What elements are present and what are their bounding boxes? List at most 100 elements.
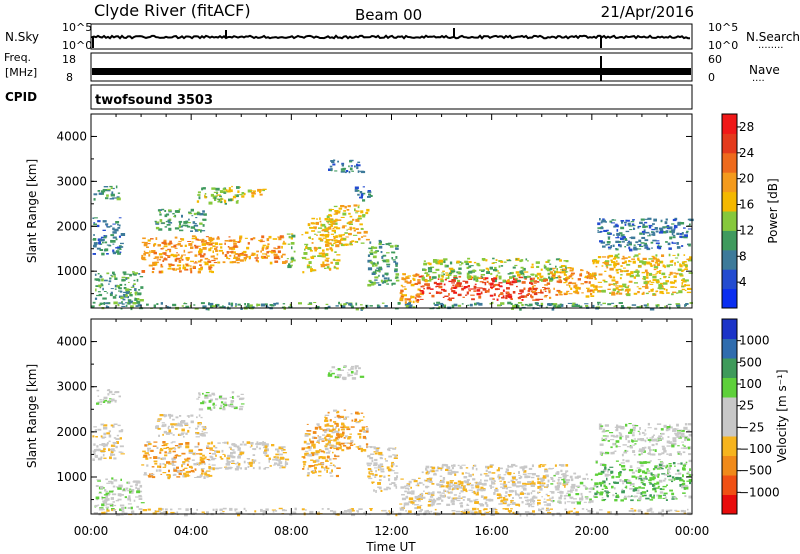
velocity-cell	[666, 484, 668, 486]
power-cell	[222, 188, 226, 191]
power-cell	[619, 302, 623, 304]
power-cell	[257, 260, 259, 263]
velocity-cell	[317, 463, 322, 466]
power-cell	[161, 222, 165, 224]
velocity-cell	[531, 476, 535, 479]
velocity-cell	[277, 450, 280, 453]
velocity-cell	[96, 445, 99, 448]
velocity-cell	[358, 447, 361, 450]
velocity-cell	[594, 492, 598, 495]
velocity-cell	[642, 470, 646, 474]
power-cell	[229, 239, 233, 241]
velocity-cell	[646, 489, 649, 492]
power-cell	[685, 304, 687, 307]
velocity-cell	[400, 478, 404, 480]
power-cell	[230, 302, 234, 306]
power-echo-region	[241, 188, 267, 198]
velocity-cell	[265, 443, 269, 446]
power-cell	[658, 231, 664, 234]
velocity-cell	[685, 437, 690, 440]
power-cell	[615, 260, 618, 262]
power-cell	[332, 163, 336, 166]
velocity-cell	[326, 469, 328, 473]
power-cell	[190, 270, 193, 274]
velocity-cell	[127, 503, 132, 505]
power-cell	[152, 262, 157, 266]
power-cell	[204, 257, 209, 260]
velocity-cell	[437, 496, 442, 500]
power-cell	[314, 227, 317, 230]
velocity-cell	[627, 440, 631, 443]
velocity-cell	[373, 467, 378, 469]
velocity-cell	[427, 504, 431, 507]
velocity-cell	[112, 485, 116, 488]
power-cell	[415, 273, 418, 276]
power-cell	[128, 281, 130, 283]
velocity-cell	[431, 494, 435, 496]
power-cell	[190, 226, 195, 229]
power-cell	[198, 253, 202, 256]
power-cbar-label: Power [dB]	[766, 178, 780, 243]
power-cell	[672, 236, 676, 239]
velocity-cell	[661, 509, 665, 513]
velocity-cell	[532, 482, 536, 486]
velocity-cell	[637, 438, 641, 441]
velocity-cell	[224, 401, 227, 405]
velocity-cell	[187, 460, 190, 463]
velocity-cell	[354, 365, 359, 368]
velocity-cell	[146, 464, 149, 467]
velocity-cell	[318, 426, 322, 429]
velocity-cell	[610, 434, 615, 437]
power-cell	[568, 275, 573, 277]
velocity-cell	[430, 466, 433, 468]
velocity-cell	[677, 463, 681, 465]
power-cell	[663, 288, 666, 291]
cbar-tick-label: 8	[739, 249, 747, 263]
velocity-cell	[366, 427, 369, 431]
velocity-echo-region	[399, 477, 426, 511]
power-cell	[171, 264, 175, 266]
power-cell	[512, 266, 516, 269]
power-cell	[105, 223, 109, 226]
power-cell	[450, 288, 453, 290]
power-cell	[267, 243, 270, 246]
power-cell	[115, 250, 120, 254]
power-cell	[642, 257, 647, 260]
power-cell	[638, 265, 640, 267]
velocity-cell	[418, 477, 421, 479]
velocity-cell	[111, 477, 114, 480]
velocity-cell	[185, 445, 190, 449]
power-cell	[366, 208, 370, 212]
power-cell	[220, 197, 223, 201]
power-cell	[676, 261, 679, 263]
power-cell	[669, 236, 673, 240]
velocity-cell	[357, 446, 359, 449]
velocity-cell	[388, 455, 392, 458]
velocity-cell	[637, 509, 640, 512]
power-cell	[349, 215, 353, 218]
power-cell	[612, 288, 616, 292]
power-cell	[220, 199, 222, 201]
power-cell	[331, 244, 334, 247]
power-cell	[586, 270, 588, 274]
power-cell	[679, 264, 683, 268]
power-cell	[235, 241, 238, 243]
power-cell	[647, 235, 651, 237]
power-cell	[486, 290, 490, 293]
power-cell	[375, 264, 378, 267]
power-cell	[633, 246, 637, 249]
velocity-cell	[190, 420, 194, 424]
velocity-cell	[624, 495, 627, 499]
velocity-cell	[152, 476, 156, 479]
velocity-cell	[537, 504, 539, 506]
velocity-cell	[355, 421, 360, 424]
velocity-cell	[442, 463, 447, 466]
velocity-cell	[178, 473, 182, 476]
velocity-cell	[316, 423, 320, 426]
velocity-cell	[380, 489, 383, 492]
power-cell	[143, 253, 146, 256]
velocity-cell	[659, 488, 662, 490]
velocity-cell	[530, 503, 535, 505]
power-cell	[375, 282, 380, 284]
